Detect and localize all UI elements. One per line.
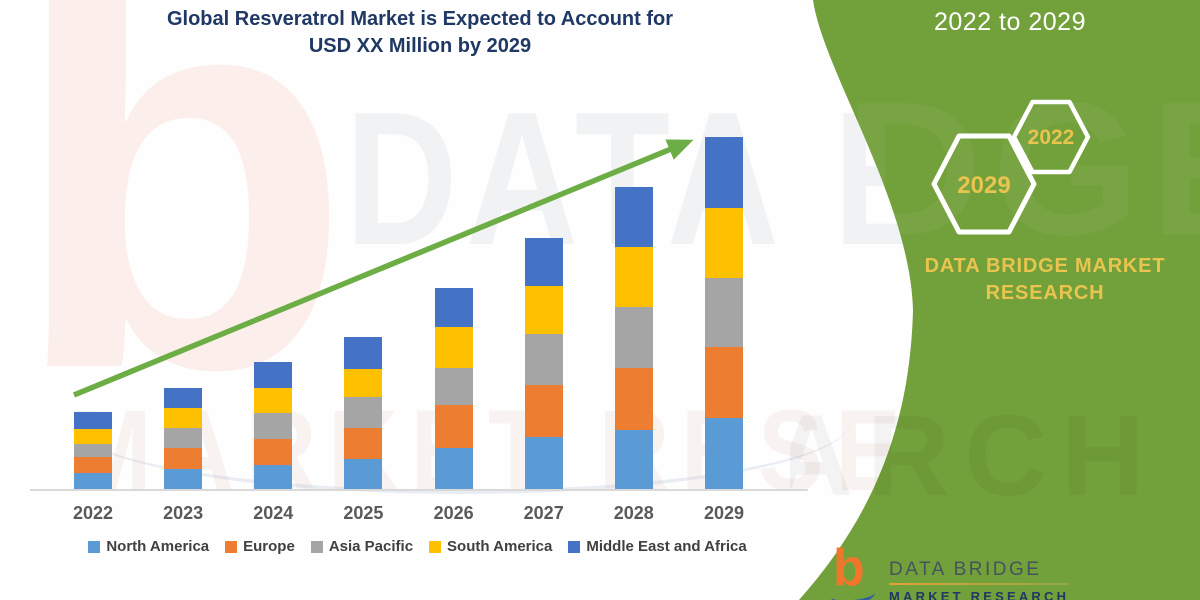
bar-segment-2022-south-america [74, 429, 112, 444]
bar-segment-2024-middle-east-and-africa [254, 362, 293, 388]
x-axis-label-2022: 2022 [72, 503, 114, 523]
legend-item-europe: Europe [225, 538, 295, 555]
bar-segment-2028-europe [614, 368, 653, 430]
hexagons-graphic: 2029 2022 [931, 99, 1091, 235]
bar-segment-2023-north-america [164, 469, 203, 489]
x-axis-label-2028: 2028 [613, 503, 654, 523]
bar-segment-2024-south-america [254, 388, 293, 413]
legend: North America Europe Asia Pacific South Ame… [30, 538, 805, 555]
bar-segment-2027-asia-pacific [524, 334, 563, 385]
bar-segment-2023-middle-east-and-africa [164, 388, 203, 408]
bar-segment-2024-europe [254, 439, 293, 465]
hexagon-2022-label: 2022 [1028, 126, 1075, 149]
bar-segment-2025-middle-east-and-africa [344, 337, 383, 369]
bar-segment-2027-south-america [524, 286, 563, 334]
legend-label: North America [106, 538, 210, 555]
page-title: Global Resveratrol Market is Expected to… [30, 6, 810, 60]
bar-segment-2025-europe [344, 428, 383, 459]
legend-swatch-icon [310, 540, 323, 553]
bar-segment-2025-north-america [344, 459, 383, 489]
legend-label: South America [447, 538, 553, 555]
green-panel-shape [799, 0, 1200, 600]
bar-segment-2028-asia-pacific [614, 307, 653, 368]
bar-segment-2028-north-america [614, 430, 653, 489]
x-axis-label-2023: 2023 [163, 503, 204, 523]
data-bridge-b-icon: b [830, 542, 879, 600]
legend-item-north-america: North America [88, 538, 209, 555]
x-axis-label-2025: 2025 [343, 503, 384, 523]
page-title-line2: USD XX Million by 2029 [308, 35, 532, 57]
bar-segment-2023-asia-pacific [164, 428, 203, 448]
legend-swatch-icon [429, 540, 442, 553]
legend-label: Middle East and Africa [586, 538, 747, 555]
bar-segment-2024-asia-pacific [254, 413, 293, 439]
bar-segment-2026-north-america [434, 448, 473, 489]
logo-name: DATA BRIDGE [889, 559, 1042, 580]
bar-segment-2026-middle-east-and-africa [434, 288, 473, 327]
bar-segment-2029-asia-pacific [705, 278, 743, 347]
bar-segment-2027-north-america [524, 437, 563, 489]
logo-underline [889, 583, 1070, 585]
bar-segment-2028-south-america [614, 247, 653, 307]
brand-text: DATA BRIDGE MARKET RESEARCH [924, 255, 1166, 304]
x-axis-line [30, 489, 808, 491]
hexagon-2029 [931, 133, 1037, 235]
hexagon-2029-label: 2029 [957, 172, 1010, 199]
bar-segment-2026-asia-pacific [434, 368, 473, 405]
x-axis-label-2026: 2026 [433, 503, 474, 523]
bar-segment-2027-middle-east-and-africa [524, 238, 563, 286]
bar-segment-2029-south-america [705, 208, 743, 278]
x-axis-label-2027: 2027 [523, 503, 564, 523]
x-axis-label-2024: 2024 [253, 503, 294, 523]
bar-segment-2022-europe [74, 457, 112, 473]
hexagon-2022 [1011, 99, 1091, 175]
bar-segment-2029-north-america [705, 418, 743, 489]
page-title-line1: Global Resveratrol Market is Expected to… [166, 8, 674, 30]
bar-segment-2026-europe [434, 405, 473, 448]
bar-segment-2022-middle-east-and-africa [74, 412, 112, 429]
bar-segment-2029-middle-east-and-africa [705, 137, 743, 208]
legend-label: Asia Pacific [328, 538, 414, 555]
watermark-swoosh [70, 350, 850, 494]
bar-segment-2026-south-america [434, 327, 473, 368]
bar-segment-2024-north-america [254, 465, 293, 489]
bar-segment-2025-south-america [344, 369, 383, 397]
legend-item-asia-pacific: Asia Pacific [310, 538, 414, 555]
logo-subtext: MARKET RESEARCH [889, 589, 1070, 600]
legend-swatch-icon [88, 540, 101, 553]
bar-segment-2027-europe [524, 385, 563, 437]
forecast-range-label: 2022 to 2029 [934, 8, 1086, 36]
bar-segment-2029-europe [705, 347, 743, 418]
legend-swatch-icon [568, 540, 581, 553]
legend-item-south-america: South America [429, 538, 552, 555]
legend-label: Europe [243, 538, 295, 555]
bar-segment-2023-europe [164, 448, 203, 469]
footer-logo: b DATA BRIDGE MARKET RESEARCH [830, 542, 1070, 600]
plot-area: 2022 2023 2024 2025 2026 2027 2028 2029 [72, 137, 745, 523]
bar-segment-2025-asia-pacific [344, 397, 383, 428]
bar-segment-2022-north-america [74, 473, 112, 489]
legend-item-middle-east-and-africa: Middle East and Africa [568, 538, 747, 555]
legend-swatch-icon [225, 540, 238, 553]
bar-segment-2022-asia-pacific [74, 444, 112, 457]
bar-segment-2028-middle-east-and-africa [614, 187, 653, 247]
x-axis-label-2029: 2029 [703, 503, 745, 523]
bar-segment-2023-south-america [164, 408, 203, 428]
